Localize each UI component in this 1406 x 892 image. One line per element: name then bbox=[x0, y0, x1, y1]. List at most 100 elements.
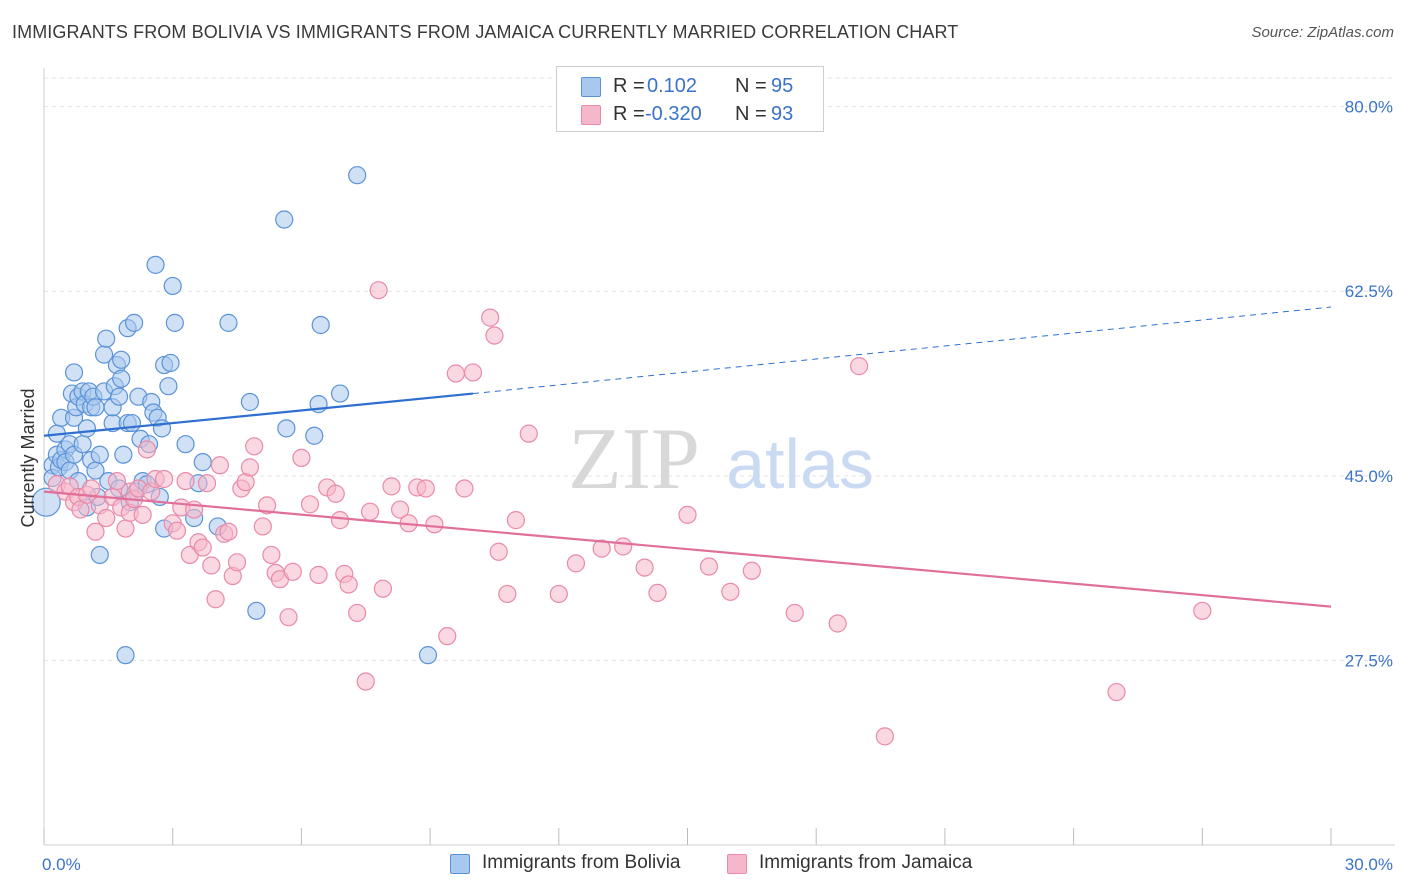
legend-n-label: N = bbox=[735, 103, 767, 125]
bolivia-point bbox=[112, 350, 131, 369]
bolivia-point bbox=[165, 313, 184, 332]
bolivia-point bbox=[161, 353, 180, 373]
bolivia-point bbox=[418, 646, 438, 665]
jamaica-point bbox=[455, 479, 474, 498]
bolivia-point bbox=[176, 435, 195, 454]
jamaica-point bbox=[438, 627, 457, 646]
jamaica-point bbox=[257, 496, 277, 515]
series-jamaica bbox=[47, 281, 1212, 746]
jamaica-point bbox=[566, 554, 586, 573]
x-tick-label: 0.0% bbox=[42, 855, 81, 874]
jamaica-point bbox=[849, 357, 869, 376]
bolivia-point bbox=[311, 315, 330, 335]
watermark-atlas: atlas bbox=[726, 425, 874, 503]
trend-line-jamaica bbox=[43, 490, 1332, 608]
bottom-legend-label-bolivia: Immigrants from Bolivia bbox=[482, 852, 681, 873]
jamaica-point bbox=[828, 614, 847, 633]
legend-n-value: 93 bbox=[771, 103, 794, 125]
jamaica-point bbox=[86, 522, 105, 541]
jamaica-point bbox=[107, 471, 127, 491]
trend-line-bolivia bbox=[43, 392, 474, 437]
jamaica-point bbox=[245, 437, 264, 456]
y-tick-label: 80.0% bbox=[1345, 98, 1393, 117]
jamaica-point bbox=[1193, 601, 1212, 620]
legend-row-bolivia: R = 0.102 N = 95 bbox=[557, 73, 823, 101]
bolivia-point bbox=[97, 329, 116, 348]
bolivia-point bbox=[114, 445, 133, 464]
jamaica-point bbox=[356, 672, 375, 691]
bottom-legend-swatch-jamaica bbox=[727, 854, 747, 874]
jamaica-point bbox=[463, 363, 483, 382]
bolivia-point bbox=[122, 413, 142, 433]
bolivia-point bbox=[112, 369, 131, 388]
legend: R = 0.102 N = 95 R = -0.320 N = 93 bbox=[556, 66, 824, 132]
bolivia-point bbox=[90, 545, 109, 565]
jamaica-point bbox=[253, 517, 272, 536]
jamaica-point bbox=[82, 479, 101, 498]
bolivia-point bbox=[193, 453, 212, 472]
legend-swatch-jamaica bbox=[581, 105, 601, 125]
x-tick-label: 30.0% bbox=[1345, 855, 1393, 874]
jamaica-point bbox=[197, 474, 217, 493]
jamaica-point bbox=[742, 561, 761, 580]
bolivia-point bbox=[330, 384, 350, 403]
bolivia-point bbox=[277, 419, 296, 438]
jamaica-point bbox=[481, 308, 500, 327]
jamaica-point bbox=[262, 545, 281, 565]
jamaica-point bbox=[785, 603, 804, 623]
trend-line-bolivia-extension bbox=[472, 306, 1332, 395]
jamaica-point bbox=[155, 469, 174, 489]
bolivia-point bbox=[219, 313, 238, 332]
jamaica-point bbox=[498, 584, 517, 604]
bolivia-point bbox=[240, 392, 260, 412]
bolivia-point bbox=[348, 166, 367, 185]
bolivia-point bbox=[77, 419, 97, 438]
jamaica-point bbox=[202, 556, 221, 575]
bolivia-point bbox=[247, 601, 266, 620]
legend-n-value: 95 bbox=[771, 75, 794, 97]
bolivia-point bbox=[64, 363, 84, 382]
jamaica-point bbox=[382, 477, 401, 496]
bolivia-point bbox=[31, 487, 61, 517]
jamaica-point bbox=[678, 505, 697, 524]
jamaica-point bbox=[137, 440, 157, 459]
jamaica-point bbox=[219, 522, 238, 541]
jamaica-point bbox=[292, 448, 311, 467]
bolivia-point bbox=[146, 255, 165, 274]
bolivia-point bbox=[275, 210, 294, 229]
legend-n-label: N = bbox=[735, 75, 767, 97]
jamaica-point bbox=[206, 590, 225, 609]
bolivia-point bbox=[305, 426, 324, 445]
jamaica-point bbox=[97, 508, 116, 528]
watermark-zip: ZIP bbox=[568, 411, 700, 508]
jamaica-point bbox=[133, 505, 152, 524]
jamaica-point bbox=[648, 583, 667, 603]
jamaica-point bbox=[326, 484, 345, 503]
bolivia-point bbox=[109, 387, 129, 406]
jamaica-point bbox=[635, 558, 654, 577]
tick-labels: 27.5% 45.0% 62.5% 80.0% 0.0% 30.0% bbox=[42, 98, 1393, 874]
jamaica-point bbox=[167, 521, 187, 540]
bolivia-point bbox=[86, 398, 105, 417]
jamaica-point bbox=[369, 281, 388, 300]
jamaica-point bbox=[446, 364, 465, 383]
bolivia-point bbox=[90, 445, 109, 464]
legend-r-label: R = bbox=[613, 75, 645, 97]
jamaica-point bbox=[300, 495, 320, 514]
bolivia-point bbox=[163, 276, 182, 296]
jamaica-point bbox=[348, 603, 367, 623]
trend-lines bbox=[43, 306, 1332, 608]
jamaica-point bbox=[360, 502, 380, 521]
jamaica-point bbox=[1107, 682, 1126, 702]
jamaica-point bbox=[176, 471, 195, 491]
jamaica-point bbox=[614, 537, 633, 556]
jamaica-point bbox=[592, 539, 611, 558]
jamaica-point bbox=[875, 727, 894, 746]
chart-title: IMMIGRANTS FROM BOLIVIA VS IMMIGRANTS FR… bbox=[12, 22, 959, 42]
jamaica-point bbox=[227, 553, 247, 572]
legend-r-value: -0.320 bbox=[645, 103, 702, 125]
jamaica-point bbox=[330, 511, 350, 530]
bottom-legend-swatch-bolivia bbox=[450, 854, 470, 874]
jamaica-point bbox=[416, 479, 435, 498]
jamaica-point bbox=[506, 511, 526, 530]
